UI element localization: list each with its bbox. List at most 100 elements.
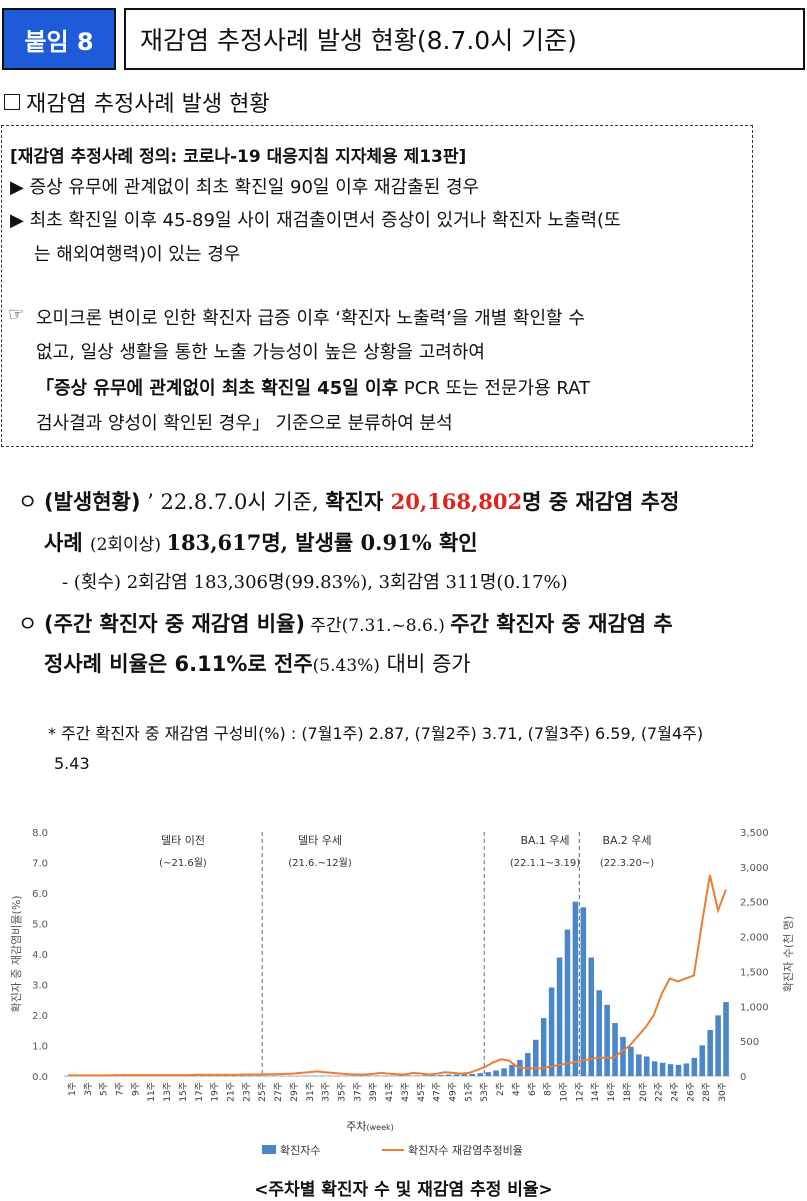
x-tick-label: 51주 bbox=[463, 1082, 474, 1102]
bar bbox=[421, 1075, 428, 1076]
bar bbox=[588, 957, 595, 1076]
right-tick-label: 1,500 bbox=[740, 967, 769, 978]
bar bbox=[628, 1046, 634, 1076]
weekly-prev: (5.43%) bbox=[312, 656, 380, 676]
bar bbox=[651, 1061, 658, 1076]
bar bbox=[176, 1075, 182, 1077]
left-tick-label: 2.0 bbox=[32, 1011, 48, 1022]
bar bbox=[350, 1075, 357, 1077]
definition-item-2-line2: 는 해외여행력)이 있는 경우 bbox=[34, 244, 241, 265]
left-tick-label: 3.0 bbox=[32, 981, 48, 992]
right-axis-title: 확진자 수(천 명) bbox=[781, 916, 795, 992]
bar bbox=[429, 1075, 436, 1076]
occurrence-lead: (발생현황) bbox=[44, 490, 141, 514]
x-tick-label: 24주 bbox=[670, 1082, 681, 1102]
bar bbox=[612, 1023, 618, 1076]
bar bbox=[604, 1004, 610, 1076]
bar bbox=[192, 1075, 198, 1077]
bar bbox=[596, 990, 602, 1076]
bar bbox=[414, 1075, 420, 1076]
bar bbox=[382, 1075, 388, 1077]
left-tick-label: 6.0 bbox=[32, 889, 48, 900]
occurrence-summary: 183,617명, 발생률 0.91% 확인 bbox=[166, 530, 478, 555]
x-tick-label: 9주 bbox=[130, 1082, 141, 1096]
weekly-lead: (주간 확진자 중 재감염 비율) bbox=[44, 612, 305, 636]
bar bbox=[255, 1075, 262, 1077]
bar bbox=[366, 1075, 373, 1077]
checkbox-icon bbox=[4, 94, 20, 110]
legend-label: 확진자수 재감염추정비율 bbox=[408, 1144, 523, 1157]
left-tick-label: 5.0 bbox=[32, 920, 48, 931]
left-tick-label: 7.0 bbox=[32, 859, 48, 870]
x-tick-label: 10주 bbox=[559, 1082, 570, 1102]
bar bbox=[65, 1075, 71, 1077]
x-tick-label: 47주 bbox=[432, 1082, 443, 1102]
bar bbox=[620, 1036, 626, 1076]
x-tick-label: 23주 bbox=[241, 1082, 252, 1102]
bar bbox=[231, 1075, 238, 1077]
bar bbox=[580, 907, 587, 1076]
legend-label: 확진자수 bbox=[280, 1144, 320, 1157]
period-range: (22.1.1~3.19) bbox=[510, 858, 580, 869]
x-tick-label: 14주 bbox=[590, 1082, 601, 1102]
x-tick-label: 22주 bbox=[654, 1082, 665, 1102]
weekly-rest: 주간 확진자 중 재감염 추 bbox=[450, 612, 673, 636]
bar bbox=[184, 1075, 190, 1077]
x-tick-label: 29주 bbox=[289, 1082, 300, 1102]
section-title: 재감염 추정사례 발생 현황 bbox=[4, 86, 270, 118]
x-tick-label: 33주 bbox=[321, 1082, 332, 1102]
bar bbox=[279, 1075, 285, 1077]
bar bbox=[675, 1064, 682, 1076]
section-title-text: 재감염 추정사례 발생 현황 bbox=[26, 92, 270, 117]
bar bbox=[342, 1075, 349, 1077]
bar bbox=[501, 1068, 507, 1076]
attachment-badge: 붙임 8 bbox=[2, 8, 116, 70]
x-tick-label: 28주 bbox=[701, 1082, 712, 1102]
right-tick-label: 1,000 bbox=[740, 1002, 769, 1013]
bar bbox=[318, 1075, 325, 1077]
bar bbox=[477, 1073, 484, 1076]
x-tick-label: 13주 bbox=[162, 1082, 173, 1102]
x-tick-label: 49주 bbox=[448, 1082, 459, 1102]
bar bbox=[683, 1063, 690, 1076]
bar bbox=[295, 1075, 301, 1077]
page-title: 재감염 추정사례 발생 현황(8.7.0시 기준) bbox=[124, 8, 805, 70]
x-tick-label: 5주 bbox=[99, 1082, 110, 1096]
footnote-line-1: * 주간 확진자 중 재감염 구성비(%) : (7월1주) 2.87, (7월… bbox=[48, 724, 704, 743]
period-label: 델타 우세 bbox=[298, 834, 342, 847]
note-line-2: 없고, 일상 생활을 통한 노출 가능성이 높은 상황을 고려하여 bbox=[36, 342, 485, 363]
bar bbox=[556, 957, 563, 1076]
bar bbox=[374, 1075, 380, 1077]
x-tick-label: 30주 bbox=[717, 1082, 728, 1102]
bar bbox=[636, 1054, 642, 1076]
occurrence-date: ’ 22.8.7.0시 기준, bbox=[140, 490, 326, 514]
x-tick-label: 18주 bbox=[622, 1082, 633, 1102]
bar bbox=[572, 901, 579, 1076]
bar bbox=[667, 1064, 674, 1076]
bar bbox=[445, 1074, 452, 1076]
bar bbox=[485, 1072, 491, 1076]
x-tick-label: 11주 bbox=[146, 1082, 157, 1102]
period-label: BA.1 우세 bbox=[520, 834, 569, 847]
bar bbox=[144, 1075, 151, 1077]
x-tick-label: 3주 bbox=[83, 1082, 94, 1096]
bar bbox=[136, 1075, 143, 1077]
bar bbox=[310, 1075, 317, 1077]
left-tick-label: 4.0 bbox=[32, 950, 48, 961]
period-range: (21.6.~12월) bbox=[288, 857, 352, 869]
right-tick-label: 2,500 bbox=[740, 898, 769, 909]
bar bbox=[723, 1002, 729, 1076]
x-tick-label: 41주 bbox=[384, 1082, 395, 1102]
bar bbox=[532, 1039, 539, 1076]
footnote-line-2: 5.43 bbox=[54, 754, 90, 773]
bar bbox=[287, 1075, 293, 1077]
x-tick-label: 25주 bbox=[257, 1082, 268, 1102]
bar bbox=[540, 1018, 547, 1076]
x-tick-label: 1주 bbox=[67, 1082, 78, 1096]
right-tick-label: 500 bbox=[740, 1037, 759, 1048]
occurrence-line-1: (발생현황) ’ 22.8.7.0시 기준, 확진자 20,168,802명 중… bbox=[44, 486, 679, 516]
note-line-4: 검사결과 양성이 확인된 경우」 기준으로 분류하여 분석 bbox=[36, 413, 453, 434]
bar bbox=[437, 1074, 444, 1076]
occurrence-sub: - (횟수) 2회감염 183,306명(99.83%), 3회감염 311명(… bbox=[62, 572, 568, 593]
weekly-line-2: 정사례 비율은 6.11%로 전주(5.43%) 대비 증가 bbox=[44, 648, 471, 678]
